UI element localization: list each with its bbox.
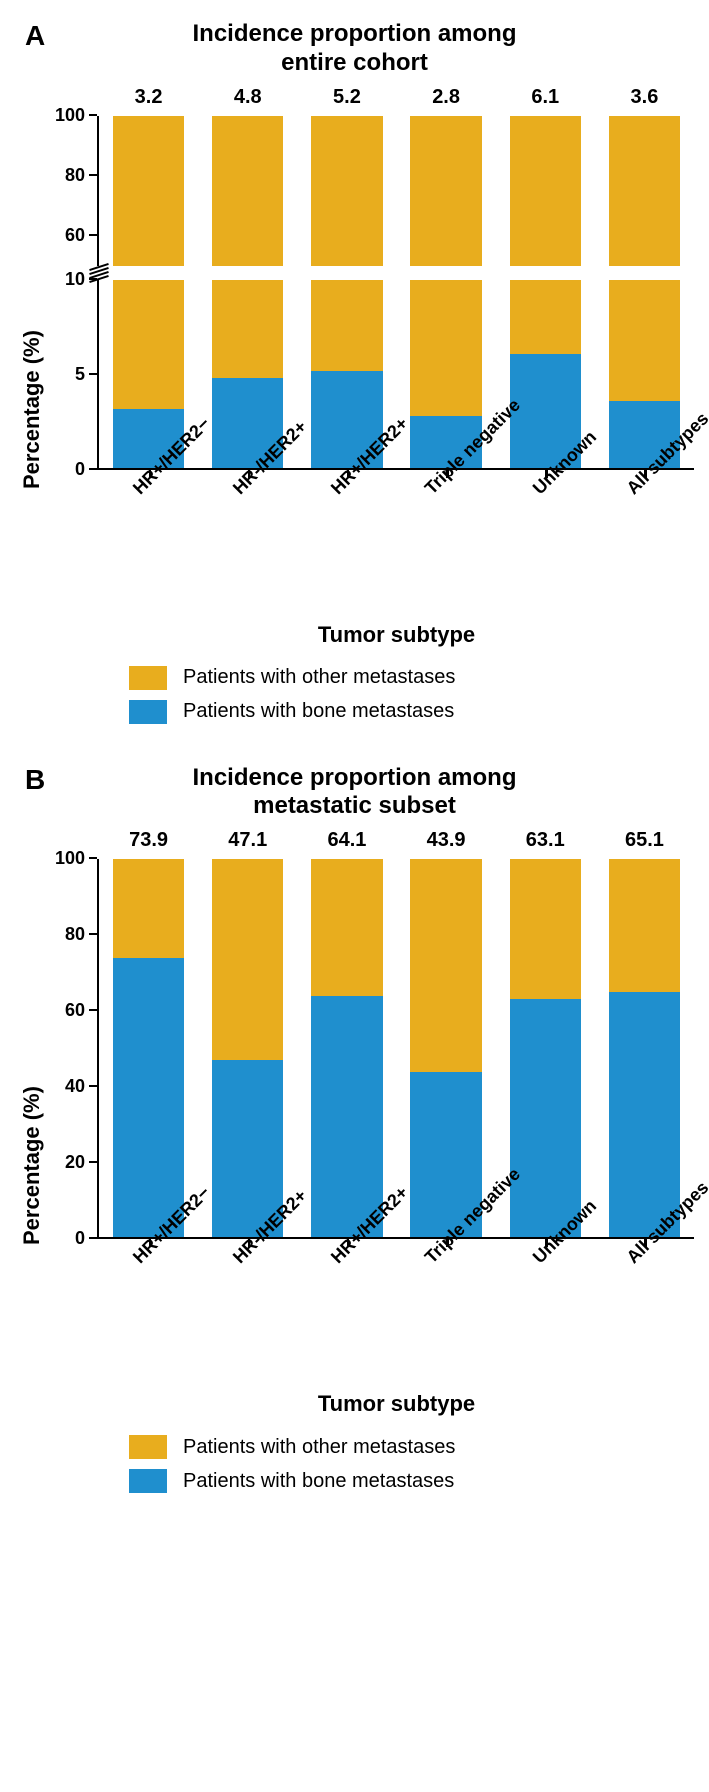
legend-swatch-other-b — [129, 1435, 167, 1459]
legend-label-bone-b: Patients with bone metastases — [183, 1470, 454, 1493]
panel-a-lower-ticks: 0510 — [49, 280, 99, 470]
panel-a-top-value: 3.2 — [99, 86, 198, 116]
legend-swatch-bone — [129, 700, 167, 724]
panel-b-top-value: 64.1 — [297, 829, 396, 859]
bar — [609, 116, 680, 266]
panel-a-xlabels: HR+/HER2−HR-/HER2+HR+/HER2+Triple negati… — [99, 478, 694, 618]
panel-a-axes: 6080100 0510 — [49, 116, 694, 470]
panel-b-title-line1: Incidence proportion among — [192, 764, 516, 791]
legend-item-bone-b: Patients with bone metastases — [129, 1469, 694, 1493]
panel-a-xtitle: Tumor subtype — [99, 622, 694, 648]
panel-b-label: B — [25, 764, 45, 796]
bar — [311, 859, 382, 1239]
legend-swatch-other — [129, 666, 167, 690]
panel-b-legend: Patients with other metastases Patients … — [129, 1435, 694, 1493]
panel-b-chart: Percentage (%) 73.947.164.143.963.165.1 … — [15, 829, 694, 1503]
legend-swatch-bone-b — [129, 1469, 167, 1493]
bar — [410, 859, 481, 1239]
legend-item-other-b: Patients with other metastases — [129, 1435, 694, 1459]
legend-label-other-b: Patients with other metastases — [183, 1436, 455, 1459]
bar — [609, 859, 680, 1239]
legend-label-other: Patients with other metastases — [183, 666, 455, 689]
panel-a-top-value: 3.6 — [595, 86, 694, 116]
panel-b: B Incidence proportion among metastatic … — [15, 764, 694, 1504]
legend-label-bone: Patients with bone metastases — [183, 700, 454, 723]
panel-b-xlabels: HR+/HER2−HR-/HER2+HR+/HER2+Triple negati… — [99, 1247, 694, 1387]
panel-b-toplabels: 73.947.164.143.963.165.1 — [99, 829, 694, 859]
panel-a-title-line1: Incidence proportion among — [192, 20, 516, 47]
bar — [410, 116, 481, 266]
bar — [510, 116, 581, 266]
panel-b-top-value: 73.9 — [99, 829, 198, 859]
panel-a-upper-ticks: 6080100 — [49, 116, 99, 266]
panel-a-label: A — [25, 20, 45, 52]
panel-a-toplabels: 3.24.85.22.86.13.6 — [99, 86, 694, 116]
panel-a-top-value: 5.2 — [297, 86, 396, 116]
panel-b-top-value: 47.1 — [198, 829, 297, 859]
panel-a-upper-bars — [99, 116, 694, 266]
panel-b-axes: 020406080100 — [49, 859, 694, 1239]
panel-b-top-value: 65.1 — [595, 829, 694, 859]
bar — [113, 116, 184, 266]
panel-a-chart: Percentage (%) 3.24.85.22.86.13.6 608010… — [15, 86, 694, 734]
panel-b-title: Incidence proportion among metastatic su… — [15, 764, 694, 822]
legend-item-bone: Patients with bone metastases — [129, 700, 694, 724]
panel-a-top-value: 6.1 — [496, 86, 595, 116]
panel-a-title: Incidence proportion among entire cohort — [15, 20, 694, 78]
panel-a-title-line2: entire cohort — [281, 49, 428, 76]
panel-b-ticks: 020406080100 — [49, 859, 99, 1239]
bar — [311, 116, 382, 266]
panel-a-upper: 6080100 — [49, 116, 694, 266]
panel-b-top-value: 63.1 — [496, 829, 595, 859]
panel-a: A Incidence proportion among entire coho… — [15, 20, 694, 734]
axis-break-lower-icon — [89, 268, 109, 282]
panel-b-top-value: 43.9 — [397, 829, 496, 859]
panel-b-xticks — [99, 1239, 694, 1247]
bar — [212, 116, 283, 266]
bar — [113, 859, 184, 1239]
panel-a-top-value: 2.8 — [397, 86, 496, 116]
legend-item-other: Patients with other metastases — [129, 666, 694, 690]
panel-a-ylabel: Percentage (%) — [15, 86, 49, 734]
panel-b-title-line2: metastatic subset — [253, 792, 456, 819]
bar — [212, 859, 283, 1239]
panel-b-xtitle: Tumor subtype — [99, 1391, 694, 1417]
panel-a-legend: Patients with other metastases Patients … — [129, 666, 694, 724]
panel-a-xticks — [99, 470, 694, 478]
panel-b-ylabel: Percentage (%) — [15, 829, 49, 1503]
panel-a-top-value: 4.8 — [198, 86, 297, 116]
